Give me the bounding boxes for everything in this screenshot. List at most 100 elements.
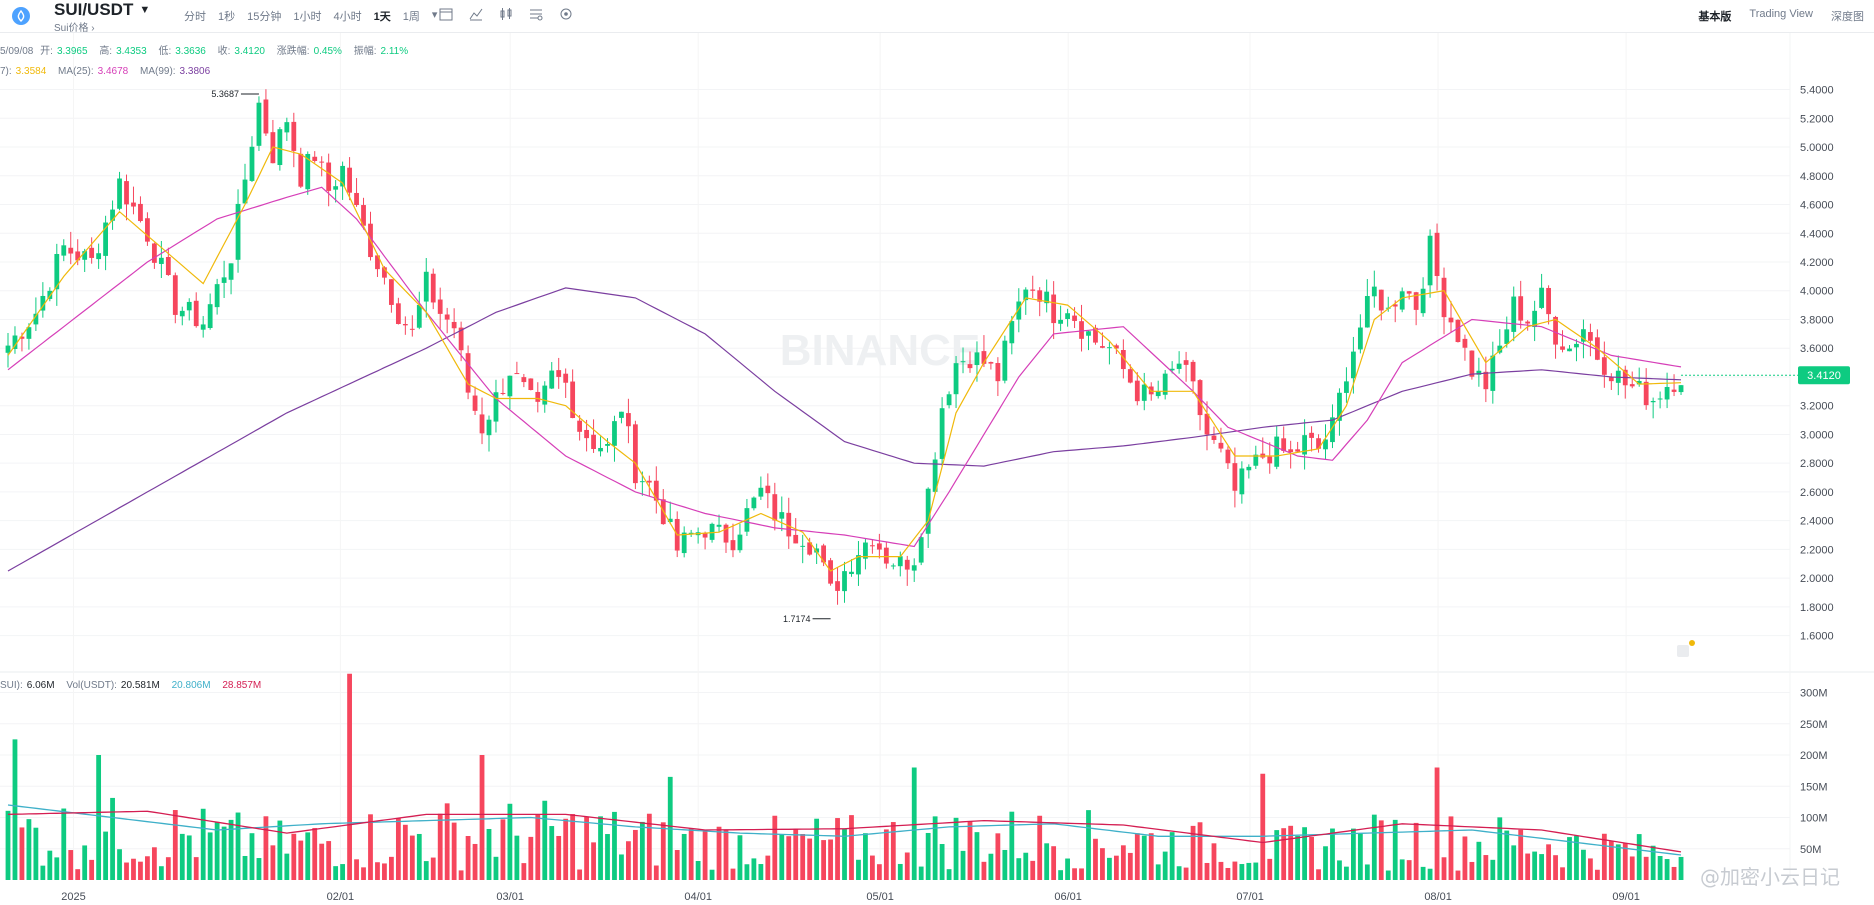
tab-interval[interactable]: 分时: [184, 11, 206, 23]
pair-label: SUI/USDT: [54, 0, 134, 19]
volume-bar: [1120, 845, 1126, 880]
candle-body: [974, 352, 980, 366]
volume-bar: [1169, 832, 1175, 880]
candle-body: [1392, 304, 1398, 307]
candle-body: [75, 251, 81, 261]
volume-tick-label: 150M: [1800, 781, 1828, 793]
candle-body: [779, 512, 785, 519]
pair-subtitle[interactable]: Sui价格 ›: [54, 23, 95, 34]
volume-bar: [361, 867, 366, 880]
volume-bar: [1664, 859, 1670, 880]
candle-body: [563, 373, 569, 383]
volume-bar: [639, 821, 645, 880]
high-label: 高:: [99, 46, 113, 57]
candle-body: [1051, 294, 1057, 324]
volume-bar: [1636, 834, 1642, 880]
volume-ma10-line: [7, 810, 1682, 853]
tab-tradingview[interactable]: Trading View: [1749, 8, 1813, 20]
candle-body: [235, 203, 241, 260]
candle-body: [193, 300, 199, 327]
price-tick-label: 2.0000: [1800, 573, 1834, 585]
volume-bar: [1330, 828, 1335, 880]
volume-bar: [918, 866, 924, 880]
price-tick-label: 5.0000: [1800, 142, 1834, 154]
candle-body: [1065, 313, 1070, 319]
volume-bar: [967, 821, 973, 880]
candle-body: [1434, 232, 1440, 276]
tab-interval[interactable]: 4小时: [333, 11, 362, 23]
volume-bar: [758, 864, 764, 880]
volume-bar: [479, 755, 485, 880]
candle-body: [158, 257, 164, 264]
ma99-line: [7, 287, 1682, 572]
candle-type-icon[interactable]: [498, 6, 514, 22]
tab-interval[interactable]: 1小时: [293, 11, 322, 23]
candle-body: [347, 167, 352, 193]
volume-bar: [1434, 767, 1440, 880]
vol-sui-label: SUI):: [0, 680, 23, 691]
volume-bar: [1141, 835, 1147, 880]
volume-bar: [416, 833, 422, 880]
volume-bar: [521, 863, 527, 880]
pair-selector[interactable]: SUI/USDT ▼: [54, 0, 150, 20]
candle-body: [326, 162, 332, 191]
ma25-line: [7, 186, 1682, 548]
candle-body: [179, 310, 185, 317]
candle-body: [835, 581, 840, 591]
more-intervals-chevron-icon[interactable]: ▾: [431, 9, 438, 21]
volume-bar: [528, 836, 534, 880]
tab-interval[interactable]: 15分钟: [247, 11, 282, 23]
candle-body: [1072, 315, 1077, 321]
volume-bar: [646, 813, 652, 880]
notification-dot-icon: [1689, 640, 1695, 646]
candle-body: [1581, 329, 1586, 342]
volume-bar: [40, 865, 46, 880]
indicator-icon[interactable]: [468, 6, 484, 22]
volume-bar: [674, 850, 680, 880]
volume-bar: [849, 815, 854, 880]
candle-body: [528, 378, 534, 390]
price-tick-label: 3.2000: [1800, 401, 1834, 413]
tab-interval-active[interactable]: 1天: [373, 11, 391, 23]
candle-body: [549, 370, 555, 389]
tab-interval[interactable]: 1秒: [218, 11, 236, 23]
candle-body: [333, 186, 339, 190]
calendar-icon[interactable]: [438, 6, 454, 22]
candle-body: [458, 327, 464, 351]
candle-body: [995, 363, 1001, 382]
volume-bar: [1455, 870, 1461, 880]
candle-body: [1399, 291, 1405, 310]
volume-bar: [354, 859, 359, 880]
candle-body: [821, 545, 827, 563]
candle-body: [242, 179, 248, 204]
volume-bar: [1218, 861, 1224, 880]
volume-bar: [932, 816, 938, 880]
volume-bar: [1197, 822, 1203, 880]
volume-bar: [1629, 856, 1635, 880]
volume-bar: [626, 841, 631, 880]
high-marker-label: 5.3687: [211, 89, 239, 99]
candle-body: [416, 304, 422, 328]
tab-depth-chart[interactable]: 深度图: [1831, 11, 1864, 23]
candle-body: [1629, 384, 1635, 387]
volume-bar: [953, 817, 959, 880]
candle-body: [1371, 286, 1377, 297]
tab-basic-view[interactable]: 基本版: [1698, 11, 1732, 23]
candle-body: [911, 565, 917, 571]
candle-body: [395, 303, 401, 324]
candle-body: [1511, 296, 1517, 332]
open-label: 开:: [40, 46, 53, 57]
volume-bar: [1385, 870, 1391, 880]
volume-bar: [1100, 848, 1105, 880]
settings-list-icon[interactable]: [528, 6, 544, 22]
gear-icon[interactable]: [558, 6, 574, 22]
candle-body: [577, 420, 583, 432]
volume-bar: [193, 857, 199, 880]
volume-bar: [200, 808, 206, 880]
tab-interval[interactable]: 1周: [402, 11, 420, 23]
volume-bar: [1448, 816, 1454, 880]
price-tick-label: 5.4000: [1800, 85, 1834, 97]
candle-body: [869, 545, 875, 547]
volume-bar: [61, 808, 67, 880]
